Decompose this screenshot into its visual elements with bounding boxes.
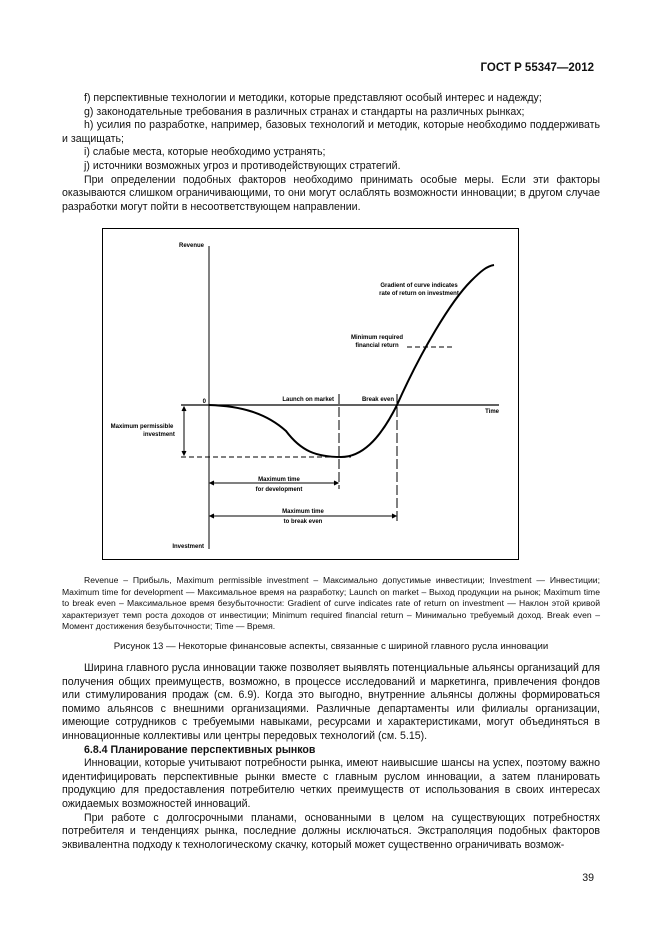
- gradient-label-2: rate of return on investment: [379, 291, 459, 297]
- max-be-label: Maximum time: [282, 509, 324, 515]
- max-investment-label: Maximum permissible: [111, 424, 174, 430]
- paragraph: Ширина главного русла инновации также по…: [62, 662, 600, 742]
- page-number: 39: [582, 872, 594, 884]
- list-item: h) усилия по разработке, например, базов…: [62, 119, 600, 145]
- section-heading: 6.8.4 Планирование перспективных рынков: [84, 743, 316, 756]
- max-investment-label-2: investment: [143, 432, 175, 438]
- paragraph: Инновации, которые учитывают потребности…: [62, 757, 600, 810]
- figure-13-diagram: Revenue 0 Time Investment Gradient of cu…: [102, 228, 519, 560]
- gradient-label: Gradient of curve indicates: [380, 283, 458, 289]
- time-label: Time: [485, 409, 500, 415]
- break-even-label: Break even: [362, 397, 394, 403]
- revenue-label: Revenue: [179, 243, 205, 249]
- list-item: f) перспективные технологии и методики, …: [84, 92, 542, 104]
- max-dev-label: Maximum time: [258, 477, 300, 483]
- min-return-label: Minimum required: [351, 335, 403, 341]
- min-return-label-2: financial return: [355, 343, 399, 349]
- legend-text: Revenue – Прибыль, Maximum permissible i…: [62, 575, 600, 632]
- max-be-label-2: to break even: [284, 519, 323, 525]
- list-item: i) слабые места, которые необходимо устр…: [84, 146, 326, 159]
- list-item: j) источники возможных угроз и противоде…: [84, 159, 401, 172]
- intro-text: f) перспективные технологии и методики, …: [62, 92, 600, 214]
- investment-label: Investment: [172, 544, 204, 550]
- figure-caption: Рисунок 13 — Некоторые финансовые аспект…: [113, 641, 549, 652]
- paragraph: При определении подобных факторов необхо…: [62, 173, 600, 213]
- list-item: g) законодательные требования в различны…: [84, 105, 525, 118]
- zero-label: 0: [203, 399, 207, 405]
- revenue-curve: [208, 264, 495, 459]
- body-text: Ширина главного русла инновации также по…: [62, 662, 600, 852]
- figure-legend: Revenue – Прибыль, Maximum permissible i…: [62, 575, 600, 633]
- standard-header: ГОСТ Р 55347—2012: [480, 62, 594, 74]
- launch-label: Launch on market: [282, 397, 334, 403]
- paragraph: При работе с долгосрочными планами, осно…: [62, 811, 600, 851]
- max-dev-label-2: for development: [256, 487, 303, 493]
